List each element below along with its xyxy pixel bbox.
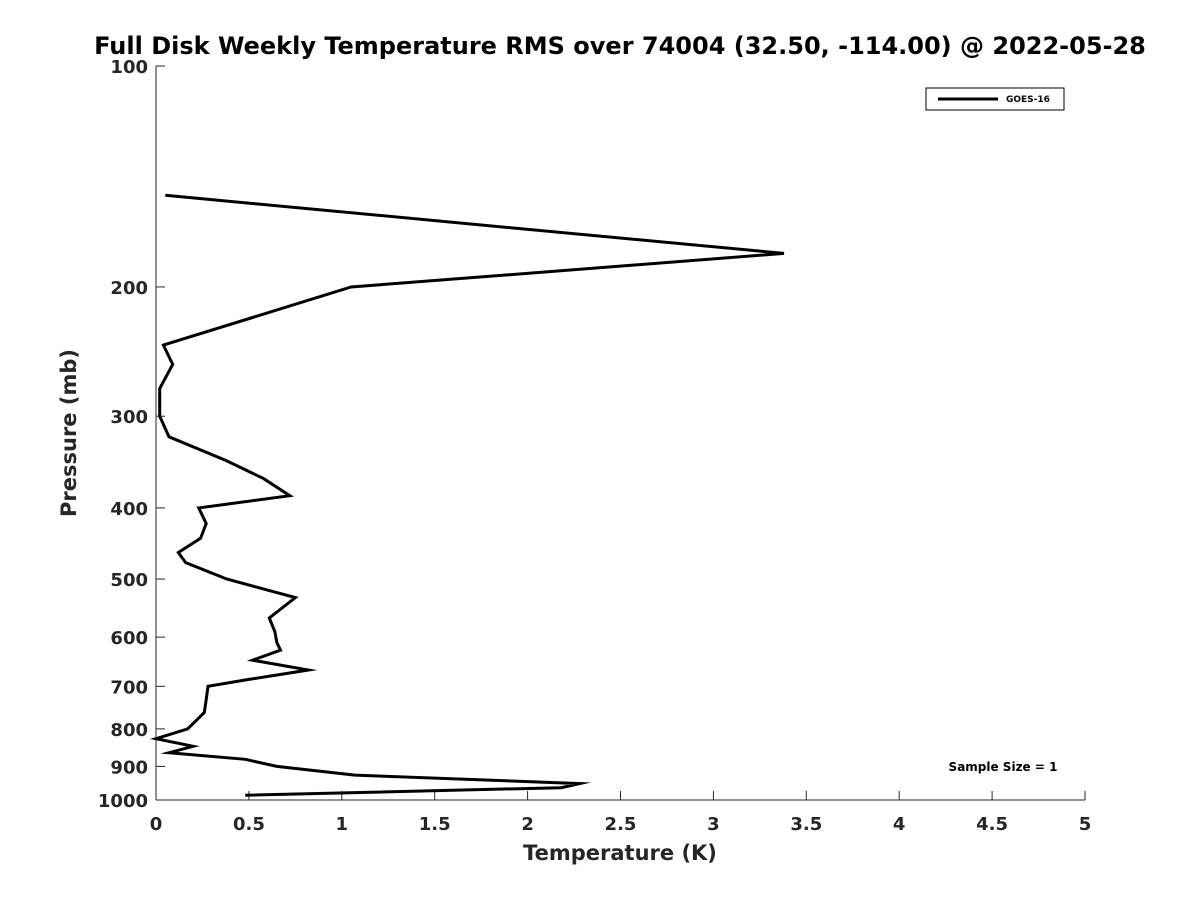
y-tick-label: 600: [110, 628, 148, 649]
chart-title: Full Disk Weekly Temperature RMS over 74…: [94, 32, 1146, 60]
y-tick-label: 900: [110, 757, 148, 778]
y-axis-label: Pressure (mb): [57, 349, 81, 517]
x-tick-label: 0.5: [233, 814, 265, 835]
y-tick-label: 400: [110, 499, 148, 520]
x-tick-label: 1: [336, 814, 349, 835]
plot-frame: [155, 66, 1085, 801]
x-tick-label: 3.5: [790, 814, 822, 835]
x-tick-label: 2: [521, 814, 534, 835]
x-tick-label: 0: [150, 814, 163, 835]
series-line-goes-16: [149, 193, 785, 797]
y-tick-label: 200: [110, 278, 148, 299]
x-tick-label: 4: [893, 814, 906, 835]
x-axis-label: Temperature (K): [523, 841, 717, 865]
x-tick-label: 2.5: [605, 814, 637, 835]
y-tick-label: 500: [110, 570, 148, 591]
sample-size-annotation: Sample Size = 1: [949, 760, 1058, 774]
legend: GOES-16: [925, 87, 1065, 111]
legend-label-goes-16: GOES-16: [1006, 95, 1050, 105]
x-tick-label: 3: [707, 814, 720, 835]
x-tick-label: 1.5: [419, 814, 451, 835]
y-tick-label: 800: [110, 720, 148, 741]
y-axis-ticks: 100 200 300 400 500 600 700 800 900 1000: [98, 57, 165, 812]
y-tick-label: 300: [110, 407, 148, 428]
series-layer: [149, 193, 785, 797]
x-axis-ticks: 0 0.5 1 1.5 2 2.5 3 3.5 4 4.5 5: [150, 791, 1092, 835]
x-tick-label: 5: [1079, 814, 1092, 835]
y-tick-label: 700: [110, 677, 148, 698]
y-tick-label: 1000: [98, 791, 148, 812]
y-tick-label: 100: [110, 57, 148, 78]
x-tick-label: 4.5: [976, 814, 1008, 835]
